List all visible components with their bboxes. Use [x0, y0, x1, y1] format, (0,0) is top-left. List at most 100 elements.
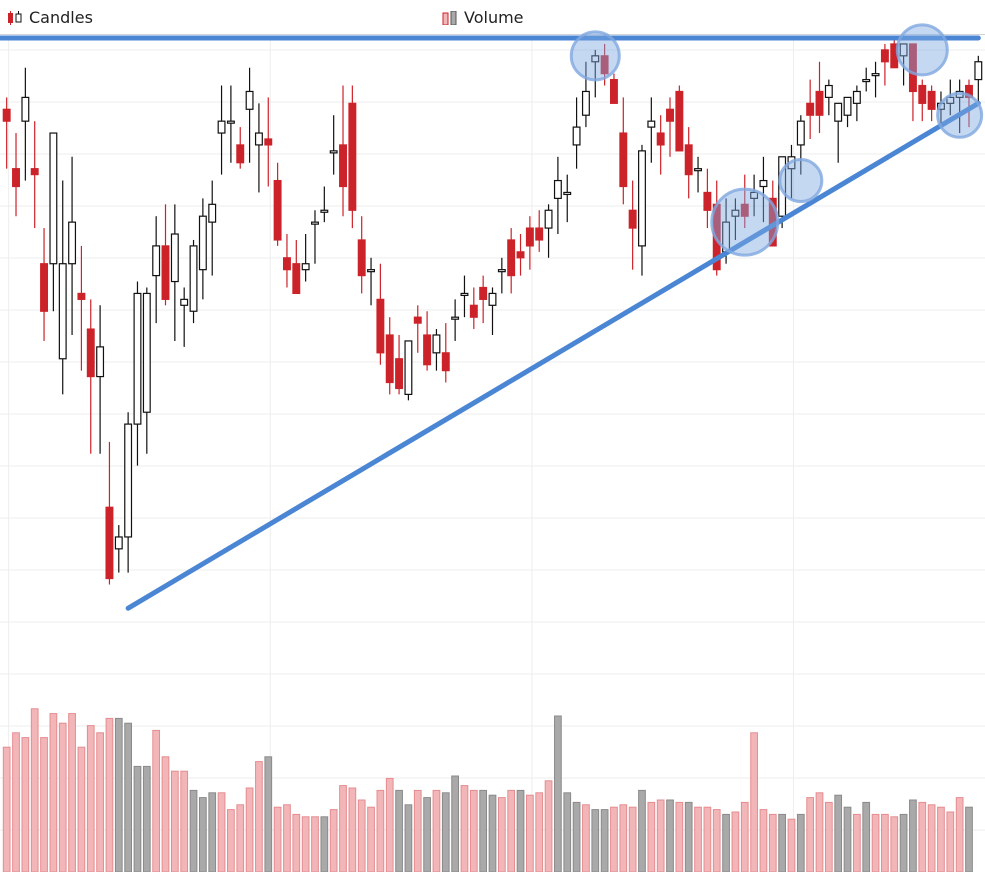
candle: [647, 97, 656, 163]
candle-body: [208, 203, 217, 223]
volume-legend-icon: [442, 10, 457, 25]
candle: [703, 168, 712, 229]
volume-bar: [909, 799, 917, 872]
volume-bar: [199, 797, 207, 872]
touch-highlight-circle: [569, 30, 621, 82]
candle: [638, 144, 646, 276]
candle-body: [161, 245, 170, 300]
candle: [572, 97, 581, 169]
volume-bar: [582, 804, 590, 872]
candle-body: [367, 269, 376, 273]
candle-body: [320, 209, 329, 213]
candle: [21, 67, 30, 181]
volume-bar: [432, 789, 441, 872]
candle: [2, 97, 11, 169]
candle: [58, 180, 67, 395]
candle-body: [469, 304, 478, 318]
candle-body: [918, 84, 927, 104]
volume-bar: [245, 787, 254, 872]
candle: [815, 61, 824, 134]
volume-bar: [441, 792, 450, 872]
candle-body: [880, 49, 889, 63]
volume-bar: [488, 794, 497, 872]
candle: [114, 525, 123, 573]
legend-candles[interactable]: Candles: [6, 8, 93, 27]
candle: [796, 115, 805, 175]
candle-body: [525, 227, 534, 247]
volume-bar: [619, 804, 628, 872]
candle-body: [21, 96, 30, 122]
candle-body: [329, 150, 338, 154]
candle: [609, 73, 618, 104]
candle-body: [516, 251, 525, 259]
candle-body: [226, 120, 235, 124]
candle-body: [927, 90, 936, 110]
candle-body: [852, 90, 861, 104]
candle-body: [974, 61, 983, 81]
volume-bar: [301, 816, 310, 872]
volume-bars: [2, 708, 973, 872]
volume-bar: [217, 792, 226, 872]
candle: [208, 180, 217, 276]
candle: [413, 305, 422, 353]
candle-body: [114, 536, 123, 550]
candle: [525, 216, 534, 270]
candle: [86, 299, 95, 454]
volume-bar: [189, 789, 198, 872]
candle: [497, 257, 506, 294]
candle: [357, 216, 366, 294]
candle: [180, 287, 189, 347]
volume-bar: [899, 813, 908, 872]
candle: [395, 335, 404, 395]
touch-highlight-circle: [936, 91, 984, 139]
candle: [292, 239, 301, 295]
volume-bar: [161, 756, 170, 872]
trendlines: [0, 35, 981, 611]
candle-body: [12, 168, 20, 188]
candle: [852, 85, 861, 122]
volume-bar: [927, 804, 936, 872]
candle: [432, 329, 441, 371]
candle: [628, 180, 637, 270]
legend-volume[interactable]: Volume: [441, 8, 524, 27]
candle: [311, 210, 319, 264]
volume-bar: [58, 722, 67, 872]
candle-body: [311, 221, 319, 225]
candle: [68, 156, 77, 335]
candle-body: [488, 292, 497, 306]
candle: [759, 156, 768, 223]
candle-body: [451, 316, 460, 320]
volume-bar: [824, 801, 833, 872]
candle: [516, 234, 525, 276]
candle: [591, 49, 600, 98]
candle: [880, 43, 889, 86]
volume-bar: [320, 816, 329, 872]
volume-bar: [712, 809, 721, 872]
volume-bar: [647, 801, 656, 872]
candle-body: [675, 90, 684, 152]
candle: [385, 317, 394, 395]
support-trendline: [125, 100, 981, 611]
candle-body: [292, 263, 301, 295]
candle-body: [170, 233, 179, 283]
volume-bar: [133, 765, 142, 872]
candle-body: [824, 84, 833, 98]
candle-body: [254, 132, 263, 146]
candle: [77, 245, 86, 371]
candle-body: [441, 352, 450, 372]
candle: [348, 85, 357, 229]
candle: [806, 79, 815, 139]
candles: [2, 38, 983, 585]
candle-body: [946, 96, 955, 104]
candle-body: [86, 328, 95, 378]
candle-body: [591, 55, 600, 63]
candle: [684, 127, 693, 199]
volume-bar: [348, 787, 357, 872]
candle: [824, 79, 833, 116]
volume-bar: [12, 732, 20, 872]
legend-candles-label: Candles: [29, 8, 93, 27]
candle-body: [656, 132, 665, 146]
candle-body: [142, 292, 151, 413]
volume-bar: [768, 813, 777, 872]
